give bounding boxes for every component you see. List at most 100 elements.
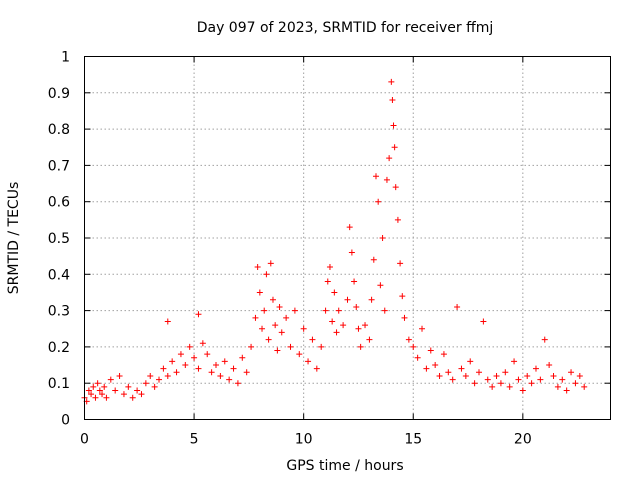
data-point (497, 380, 504, 387)
data-point (291, 307, 298, 314)
data-point (309, 336, 316, 343)
data-point (436, 372, 443, 379)
data-point (125, 383, 132, 390)
data-point (524, 372, 531, 379)
x-tick-label: 10 (295, 432, 313, 448)
data-point (283, 314, 290, 321)
data-point (296, 351, 303, 358)
data-point (333, 329, 340, 336)
data-point (519, 387, 526, 394)
data-point (267, 260, 274, 267)
data-point (427, 347, 434, 354)
data-point (177, 351, 184, 358)
data-point (375, 198, 382, 205)
data-point (372, 173, 379, 180)
data-point (348, 249, 355, 256)
data-point (351, 278, 358, 285)
data-point (173, 369, 180, 376)
data-point (112, 387, 119, 394)
data-point (576, 372, 583, 379)
data-point (377, 282, 384, 289)
data-point (96, 387, 103, 394)
data-point (151, 383, 158, 390)
data-point (208, 369, 215, 376)
data-point (234, 380, 241, 387)
data-point (164, 372, 171, 379)
data-point (164, 318, 171, 325)
x-tick-label: 0 (80, 432, 89, 448)
data-point (134, 387, 141, 394)
data-point (248, 343, 255, 350)
y-tick-label: 0.3 (48, 304, 70, 320)
data-point (388, 78, 395, 85)
data-point (340, 322, 347, 329)
data-point (276, 303, 283, 310)
plot-frame (84, 56, 611, 420)
data-point (213, 362, 219, 369)
data-point (462, 372, 469, 379)
data-point (389, 97, 396, 104)
data-point (254, 264, 261, 271)
data-point (397, 260, 404, 267)
data-point (370, 256, 377, 263)
data-point (263, 271, 270, 278)
data-point (346, 224, 353, 231)
data-point (300, 325, 307, 332)
y-tick-label: 0.9 (48, 86, 70, 102)
data-point (563, 387, 570, 394)
data-point (322, 307, 329, 314)
data-point (120, 391, 127, 398)
data-point (489, 383, 496, 390)
data-point (243, 369, 250, 376)
data-point (217, 372, 224, 379)
data-point (484, 376, 491, 383)
data-point (129, 394, 136, 401)
data-point (138, 391, 145, 398)
y-tick-label: 0.7 (48, 158, 70, 174)
data-point (99, 391, 106, 398)
x-tick-label: 20 (514, 432, 532, 448)
data-point (169, 358, 176, 365)
data-point (511, 358, 518, 365)
data-point (335, 307, 342, 314)
data-point (399, 293, 406, 300)
data-point (445, 369, 452, 376)
data-point (568, 369, 575, 376)
data-point (101, 383, 108, 390)
y-tick-label: 1 (61, 50, 70, 66)
data-point (313, 365, 320, 372)
data-point (305, 358, 312, 365)
data-point (274, 347, 281, 354)
data-point (554, 383, 561, 390)
x-axis-label: GPS time / hours (286, 458, 403, 474)
data-point (261, 307, 268, 314)
data-point (381, 307, 388, 314)
data-point (204, 351, 211, 358)
data-point (259, 325, 266, 332)
data-point (88, 391, 95, 398)
data-point (353, 303, 360, 310)
data-point (390, 122, 397, 129)
data-point (467, 358, 474, 365)
data-point (278, 329, 285, 336)
data-point (103, 394, 110, 401)
data-point (532, 365, 539, 372)
data-point (362, 322, 369, 329)
data-point (344, 296, 351, 303)
data-point (471, 380, 478, 387)
chart-title: Day 097 of 2023, SRMTID for receiver ffm… (197, 20, 494, 36)
data-point (92, 394, 99, 401)
data-point (476, 369, 482, 376)
data-point (449, 376, 456, 383)
data-point (269, 296, 276, 303)
data-point (368, 296, 375, 303)
data-point (252, 314, 259, 321)
data-point (156, 376, 163, 383)
y-axis-label: SRMTID / TECUs (6, 182, 22, 295)
data-point (528, 380, 535, 387)
data-point (199, 340, 206, 347)
data-point (405, 336, 412, 343)
data-point (94, 380, 101, 387)
data-point (147, 372, 154, 379)
